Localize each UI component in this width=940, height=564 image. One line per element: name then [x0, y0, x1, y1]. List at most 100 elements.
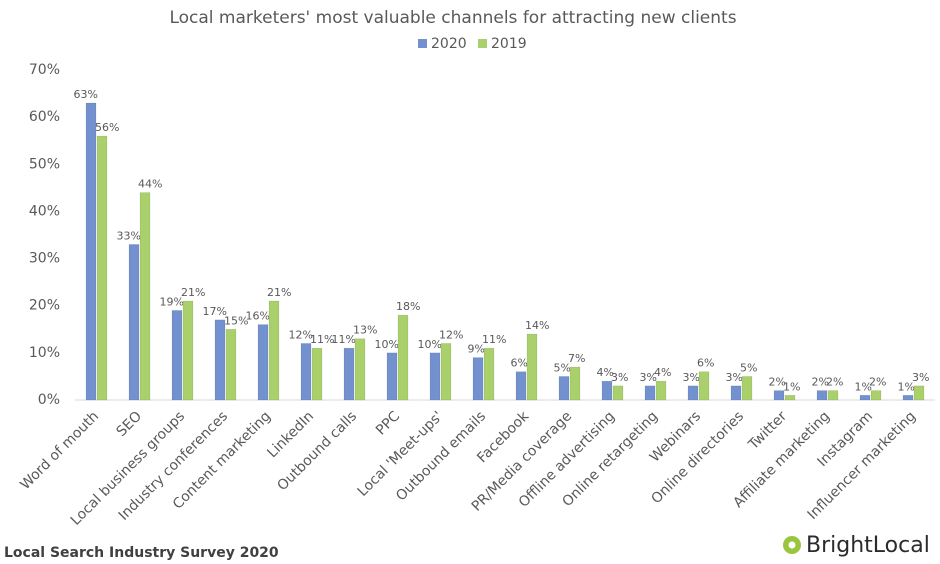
bar	[128, 244, 140, 401]
chart-title: Local marketers' most valuable channels …	[169, 8, 736, 28]
bar	[741, 376, 753, 401]
brand-logo: BrightLocal	[783, 533, 930, 558]
data-label: 3%	[912, 371, 929, 384]
data-label: 3%	[726, 371, 743, 384]
legend-swatch	[418, 39, 427, 48]
data-label: 21%	[181, 286, 205, 299]
bar	[483, 347, 495, 401]
bar	[472, 357, 484, 401]
bar	[268, 300, 280, 401]
bar	[569, 366, 581, 401]
data-label: 56%	[95, 121, 119, 134]
data-label: 9%	[468, 343, 485, 356]
bar	[870, 390, 882, 401]
bar	[773, 390, 785, 401]
bar	[257, 324, 269, 401]
bar	[601, 380, 613, 401]
legend: 2020 2019	[418, 36, 527, 52]
bar	[526, 333, 538, 401]
data-label: 63%	[74, 88, 98, 101]
bar	[913, 385, 925, 401]
bar	[225, 329, 237, 401]
data-label: 5%	[740, 361, 757, 374]
data-label: 44%	[138, 178, 162, 191]
y-tick-label: 10%	[29, 345, 60, 361]
data-label: 15%	[224, 314, 248, 327]
data-label: 1%	[855, 380, 872, 393]
bar	[784, 395, 796, 401]
data-label: 17%	[203, 305, 227, 318]
data-label: 4%	[654, 366, 671, 379]
data-label: 6%	[697, 357, 714, 370]
data-label: 21%	[267, 286, 291, 299]
data-label: 7%	[568, 352, 585, 365]
data-label: 4%	[597, 366, 614, 379]
bar	[698, 371, 710, 401]
bar	[515, 371, 527, 401]
bar	[397, 314, 409, 401]
bar	[644, 385, 656, 401]
data-label: 14%	[525, 319, 549, 332]
bar	[343, 347, 355, 401]
data-label: 2%	[869, 376, 886, 389]
data-label: 19%	[160, 295, 184, 308]
bar	[902, 395, 914, 401]
bar	[354, 338, 366, 401]
data-label: 10%	[375, 338, 399, 351]
y-tick-label: 40%	[29, 203, 60, 219]
bar	[429, 352, 441, 401]
y-tick-label: 60%	[29, 109, 60, 125]
bar	[440, 343, 452, 401]
data-label: 2%	[812, 376, 829, 389]
data-label: 12%	[439, 328, 463, 341]
bar	[182, 300, 194, 401]
bar	[859, 395, 871, 401]
bar	[687, 385, 699, 401]
source: Local Search Industry Survey 2020	[4, 545, 279, 561]
bar	[730, 385, 742, 401]
data-label: 16%	[246, 310, 270, 323]
y-tick-label: 30%	[29, 251, 60, 267]
bar	[311, 347, 323, 401]
data-label: 10%	[418, 338, 442, 351]
data-label: 3%	[640, 371, 657, 384]
data-label: 2%	[826, 376, 843, 389]
bar	[612, 385, 624, 401]
data-label: 6%	[511, 357, 528, 370]
data-label: 12%	[289, 328, 313, 341]
bar	[214, 319, 226, 401]
y-tick-label: 0%	[38, 392, 60, 408]
bar	[558, 376, 570, 401]
data-label: 13%	[353, 324, 377, 337]
data-label: 11%	[482, 333, 506, 346]
data-label: 1%	[898, 380, 915, 393]
bar	[827, 390, 839, 401]
data-label: 2%	[769, 376, 786, 389]
legend-swatch	[478, 39, 487, 48]
logo-icon-dot	[788, 541, 796, 549]
data-label: 3%	[611, 371, 628, 384]
bar	[85, 102, 97, 401]
legend-label: 2020	[431, 36, 467, 52]
data-label: 18%	[396, 300, 420, 313]
bar	[386, 352, 398, 401]
bar	[655, 380, 667, 401]
y-tick-label: 70%	[29, 62, 60, 78]
y-tick-label: 20%	[29, 298, 60, 314]
data-label: 5%	[554, 361, 571, 374]
data-label: 1%	[783, 380, 800, 393]
bar	[139, 192, 151, 401]
legend-label: 2019	[491, 36, 527, 52]
bar	[96, 135, 108, 401]
bar	[300, 343, 312, 401]
brand-name: BrightLocal	[806, 533, 930, 558]
bar	[816, 390, 828, 401]
data-label: 11%	[310, 333, 334, 346]
y-tick-label: 50%	[29, 156, 60, 172]
bar	[171, 310, 183, 401]
data-label: 3%	[683, 371, 700, 384]
data-label: 11%	[332, 333, 356, 346]
data-label: 33%	[117, 229, 141, 242]
